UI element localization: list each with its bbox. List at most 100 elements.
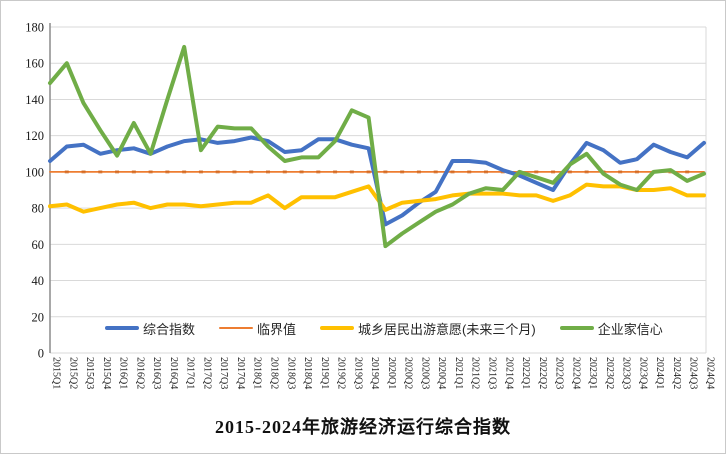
threshold-tick (182, 170, 187, 174)
threshold-tick (551, 170, 556, 174)
x-axis-label: 2020Q1 (386, 357, 397, 389)
x-axis-label: 2017Q4 (235, 357, 246, 389)
y-axis-label: 0 (38, 347, 44, 361)
x-axis-label: 2024Q3 (688, 357, 699, 389)
legend-item-composite-index: 综合指数 (105, 319, 195, 338)
threshold-tick (64, 170, 69, 174)
series-line-3 (48, 44, 706, 249)
x-axis-label: 2015Q4 (101, 357, 112, 389)
x-axis-label: 2017Q1 (185, 357, 196, 389)
threshold-tick (198, 170, 203, 174)
threshold-tick (584, 170, 589, 174)
legend-label-entrepreneur-confidence: 企业家信心 (597, 321, 663, 337)
legend-label-composite-index: 综合指数 (143, 321, 196, 337)
x-axis-label: 2019Q1 (319, 357, 330, 389)
threshold-tick (299, 170, 304, 174)
threshold-tick (467, 170, 472, 174)
x-axis-label: 2015Q1 (51, 357, 62, 389)
legend-item-travel-willingness: 城乡居民出游意愿(未来三个月) (320, 319, 536, 338)
legend-item-threshold: 临界值 (219, 319, 296, 338)
threshold-tick (484, 170, 488, 174)
threshold-tick (366, 170, 371, 174)
threshold-tick (333, 170, 338, 174)
threshold-tick (450, 170, 455, 174)
threshold-tick (148, 170, 153, 174)
x-axis-label: 2016Q4 (168, 357, 179, 389)
threshold-tick (316, 170, 321, 174)
x-axis-label: 2022Q1 (520, 357, 531, 389)
y-axis-label: 60 (32, 238, 45, 252)
x-axis-label: 2021Q2 (470, 357, 481, 389)
x-axis-label: 2019Q2 (336, 357, 347, 389)
threshold-tick (232, 170, 237, 174)
y-axis-label: 160 (25, 57, 44, 71)
threshold-tick (249, 170, 254, 174)
threshold-tick (349, 170, 354, 174)
threshold-tick (618, 170, 623, 174)
x-axis-label: 2019Q4 (369, 357, 380, 389)
threshold-tick (266, 170, 270, 174)
x-axis-label: 2020Q4 (436, 357, 447, 389)
y-axis-label: 80 (32, 202, 45, 216)
y-axis-label: 100 (25, 165, 44, 179)
threshold-tick (433, 170, 438, 174)
legend-item-entrepreneur-confidence: 企业家信心 (559, 319, 663, 338)
x-axis-label: 2016Q2 (134, 357, 145, 389)
x-axis-label: 2015Q2 (67, 357, 78, 389)
x-axis-label: 2015Q3 (84, 357, 95, 389)
threshold-tick (282, 170, 287, 174)
y-axis-label: 120 (25, 129, 44, 143)
threshold-tick (383, 170, 388, 174)
threshold-tick (165, 170, 170, 174)
x-axis-label: 2022Q2 (537, 357, 548, 389)
y-axis-label: 40 (32, 274, 45, 288)
x-axis-label: 2021Q4 (503, 357, 514, 389)
chart-title: 2015-2024年旅游经济运行综合指数 (215, 417, 511, 437)
y-axis-label: 180 (25, 21, 44, 35)
chart-legend: 综合指数 临界值 城乡居民出游意愿(未来三个月) 企业家信心 (105, 319, 665, 337)
threshold-tick (131, 170, 136, 174)
threshold-tick (634, 170, 639, 174)
threshold-swatch (219, 326, 254, 330)
threshold-tick (534, 170, 539, 174)
x-axis-label: 2023Q2 (604, 357, 615, 389)
y-axis-label: 20 (32, 310, 45, 324)
threshold-tick (115, 170, 120, 174)
x-axis-label: 2016Q1 (118, 357, 129, 389)
entrepreneur-confidence-swatch (559, 325, 594, 331)
x-axis-label: 2017Q3 (218, 357, 229, 389)
composite-index-swatch (105, 325, 139, 331)
x-axis-label: 2021Q1 (453, 357, 464, 389)
x-axis-label: 2017Q2 (201, 357, 212, 389)
legend-label-travel-willingness: 城乡居民出游意愿(未来三个月) (358, 321, 536, 337)
x-axis-label: 2016Q3 (151, 357, 162, 389)
x-axis-label: 2022Q4 (570, 357, 581, 389)
x-axis-label: 2018Q1 (252, 357, 263, 389)
x-axis-label: 2019Q3 (352, 357, 363, 389)
x-axis-label: 2018Q2 (269, 357, 280, 389)
x-axis-label: 2024Q4 (705, 357, 716, 389)
x-axis-label: 2022Q3 (554, 357, 565, 389)
threshold-tick (685, 170, 690, 174)
legend-label-threshold: 临界值 (257, 321, 297, 337)
x-axis-label: 2021Q3 (487, 357, 498, 389)
y-axis-label: 140 (25, 93, 44, 107)
x-axis-label: 2020Q2 (403, 357, 414, 389)
threshold-tick (81, 170, 86, 174)
threshold-tick (567, 170, 572, 174)
x-axis-label: 2018Q3 (285, 357, 296, 389)
threshold-tick (215, 170, 220, 174)
x-axis-label: 2023Q1 (587, 357, 598, 389)
threshold-tick (416, 170, 421, 174)
x-axis-label: 2018Q4 (302, 357, 313, 389)
x-axis-label: 2020Q3 (419, 357, 430, 389)
threshold-tick (400, 170, 405, 174)
x-axis-label: 2024Q2 (671, 357, 682, 389)
series-line-2 (48, 182, 706, 214)
x-axis-label: 2023Q4 (637, 357, 648, 389)
x-axis-label: 2024Q1 (654, 357, 665, 389)
x-axis-label: 2023Q3 (621, 357, 632, 389)
threshold-tick (98, 170, 103, 174)
